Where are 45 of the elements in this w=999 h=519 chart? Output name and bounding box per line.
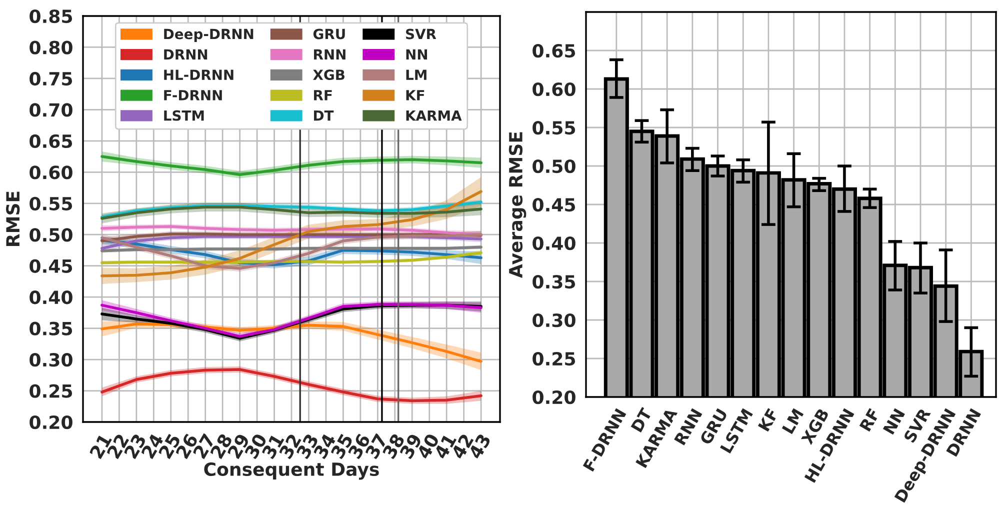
legend-label: HL-DRNN	[164, 70, 234, 80]
x-axis-title: Consequent Days	[204, 462, 379, 480]
y-tick-label: 0.30	[532, 313, 576, 328]
legend-label: NN	[406, 49, 427, 60]
y-tick-label: 0.60	[30, 166, 72, 180]
y-tick-label: 0.65	[30, 134, 72, 148]
y-tick-label: 0.50	[30, 228, 72, 242]
y-tick-label: 0.40	[532, 236, 576, 250]
y-tick-label: 0.60	[532, 82, 576, 96]
y-axis-title: Average RMSE	[508, 132, 526, 278]
y-tick-label: 0.50	[532, 159, 576, 174]
y-tick-label: 0.20	[532, 390, 576, 404]
x-tick-label: KF	[758, 408, 778, 432]
legend-label: GRU	[313, 28, 345, 40]
x-tick-label: RF	[859, 408, 880, 432]
y-tick-label: 0.45	[30, 259, 72, 273]
y-tick-label: 0.70	[30, 103, 72, 117]
legend-label: F-DRNN	[164, 90, 222, 100]
legend-label: DT	[314, 110, 334, 121]
y-tick-label: 0.35	[30, 322, 72, 336]
legend-label: KF	[406, 90, 424, 100]
y-tick-label: 0.25	[30, 384, 72, 398]
legend-label: SVR	[406, 28, 436, 40]
y-tick-label: 0.30	[30, 353, 72, 367]
legend-label: LSTM	[164, 110, 204, 121]
y-tick-label: 0.40	[30, 290, 72, 304]
y-tick-label: 0.35	[532, 274, 576, 289]
legend-label: Deep-DRNN	[164, 28, 254, 42]
y-tick-label: 0.55	[30, 196, 72, 210]
y-tick-label: 0.55	[532, 120, 576, 135]
y-tick-label: 0.25	[532, 352, 576, 366]
y-tick-label: 0.85	[30, 9, 72, 24]
y-tick-label: 0.65	[532, 44, 576, 58]
legend-label: KARMA	[406, 110, 462, 121]
y-tick-label: 0.45	[532, 198, 576, 212]
legend-label: RF	[314, 90, 332, 100]
y-tick-label: 0.80	[30, 40, 72, 54]
legend-label: DRNN	[164, 49, 208, 60]
y-axis-title: RMSE	[6, 192, 20, 246]
legend-label: XGB	[313, 70, 344, 80]
legend-label: RNN	[314, 49, 346, 60]
legend-label: LM	[406, 70, 426, 80]
y-tick-label: 0.75	[30, 72, 72, 86]
y-tick-label: 0.20	[30, 415, 72, 430]
x-tick-label: LM	[782, 408, 804, 434]
